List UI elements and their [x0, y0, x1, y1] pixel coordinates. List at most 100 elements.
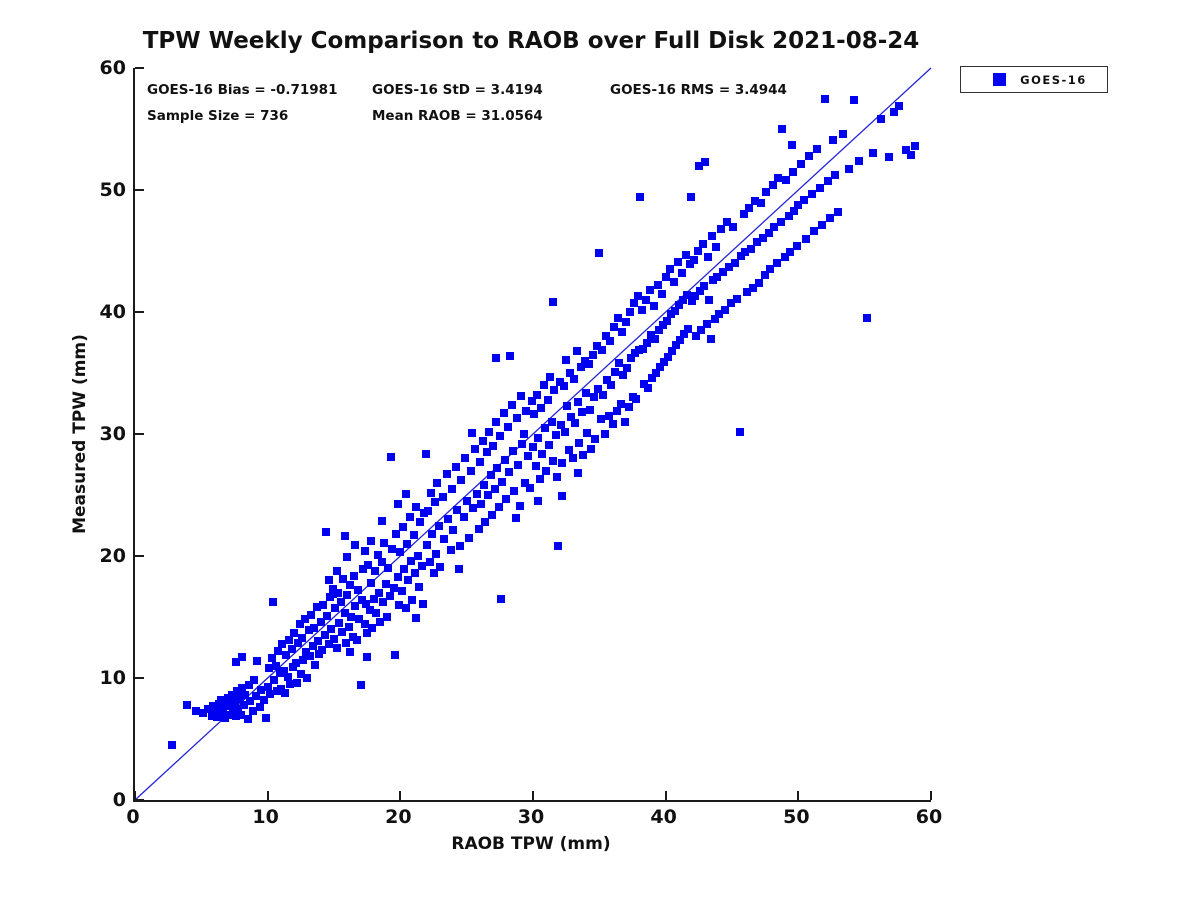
- scatter-point: [303, 674, 312, 682]
- scatter-point: [566, 369, 575, 377]
- scatter-point: [777, 217, 786, 226]
- scatter-point: [717, 225, 726, 234]
- scatter-point: [689, 255, 698, 264]
- scatter-point: [263, 682, 272, 691]
- scatter-point: [521, 478, 530, 487]
- scatter-point: [826, 214, 835, 223]
- scatter-point: [367, 578, 376, 587]
- scatter-point: [542, 466, 551, 475]
- scatter-point: [452, 462, 461, 471]
- scatter-point: [237, 710, 246, 719]
- scatter-point: [568, 454, 577, 463]
- scatter-point: [632, 394, 641, 403]
- scatter-point: [270, 676, 279, 685]
- scatter-point: [604, 411, 613, 420]
- scatter-point: [498, 477, 507, 486]
- scatter-point: [324, 639, 333, 648]
- scatter-point: [558, 459, 567, 468]
- scatter-point: [834, 207, 843, 216]
- scatter-point: [389, 583, 398, 592]
- scatter-point: [807, 189, 816, 198]
- scatter-point: [799, 195, 808, 204]
- scatter-point: [467, 428, 476, 437]
- y-tick-labels: 0 10 20 30 40 50 60: [0, 57, 126, 811]
- x-tick-label: 10: [252, 806, 279, 828]
- scatter-point: [259, 695, 268, 704]
- scatter-point: [540, 423, 549, 432]
- scatter-point: [735, 427, 744, 436]
- scatter-point: [677, 268, 686, 277]
- scatter-point: [377, 558, 386, 567]
- scatter-point: [271, 661, 280, 670]
- scatter-point: [417, 561, 426, 570]
- scatter-point: [678, 295, 687, 304]
- scatter-point: [770, 222, 779, 231]
- scatter-point: [235, 694, 244, 703]
- scatter-point: [465, 533, 474, 542]
- scatter-point: [424, 506, 433, 515]
- scatter-point: [400, 565, 409, 574]
- x-tick-label: 60: [915, 806, 943, 828]
- scatter-point: [402, 539, 411, 548]
- scatter-point: [203, 704, 212, 713]
- scatter-point: [609, 322, 618, 331]
- scatter-point: [230, 697, 239, 706]
- scatter-point: [831, 171, 840, 180]
- scatter-point: [563, 401, 572, 410]
- scatter-point: [739, 210, 748, 219]
- scatter-point: [605, 337, 614, 346]
- scatter-point: [410, 569, 419, 578]
- scatter-point: [340, 609, 349, 618]
- scatter-point: [453, 505, 462, 514]
- y-tick-label: 40: [99, 301, 126, 323]
- scatter-point: [373, 550, 382, 559]
- scatter-point: [884, 153, 893, 162]
- scatter-point: [332, 566, 341, 575]
- scatter-point: [657, 289, 666, 298]
- scatter-point: [523, 451, 532, 460]
- scatter-point: [684, 325, 693, 334]
- scatter-point: [815, 183, 824, 192]
- scatter-point: [685, 260, 694, 269]
- scatter-point: [668, 347, 677, 356]
- scatter-point: [742, 288, 751, 297]
- scatter-point: [547, 417, 556, 426]
- scatter-point: [599, 390, 608, 399]
- scatter-point: [765, 228, 774, 237]
- scatter-point: [328, 589, 337, 598]
- scatter-point: [696, 287, 705, 296]
- scatter-point: [749, 283, 758, 292]
- x-tick-label: 0: [126, 806, 140, 828]
- scatter-point: [782, 176, 791, 185]
- scatter-point: [653, 281, 662, 290]
- scatter-point: [613, 314, 622, 323]
- scatter-point: [741, 248, 750, 257]
- y-tick-label: 20: [99, 545, 126, 567]
- scatter-point: [718, 267, 727, 276]
- scatter-point: [895, 101, 904, 110]
- scatter-point: [649, 301, 658, 310]
- scatter-point: [442, 470, 451, 479]
- scatter-point: [713, 272, 722, 281]
- scatter-point: [588, 350, 597, 359]
- scatter-point: [428, 530, 437, 539]
- scatter-point: [397, 587, 406, 596]
- scatter-point: [426, 488, 435, 497]
- scatter-point: [182, 700, 191, 709]
- scatter-point: [673, 257, 682, 266]
- scatter-point: [681, 250, 690, 259]
- stat-bias: GOES-16 Bias = -0.71981: [147, 82, 338, 98]
- scatter-point: [287, 644, 296, 653]
- scatter-point: [793, 242, 801, 251]
- scatter-point: [376, 617, 385, 626]
- scatter-point: [311, 660, 320, 669]
- scatter-point: [680, 329, 689, 338]
- scatter-point: [226, 702, 235, 711]
- scatter-point: [355, 615, 364, 624]
- scatter-point: [337, 627, 346, 636]
- scatter-point: [778, 125, 787, 133]
- y-tick: [135, 799, 144, 801]
- chart-title: TPW Weekly Comparison to RAOB over Full …: [142, 28, 920, 54]
- scatter-point: [475, 458, 484, 467]
